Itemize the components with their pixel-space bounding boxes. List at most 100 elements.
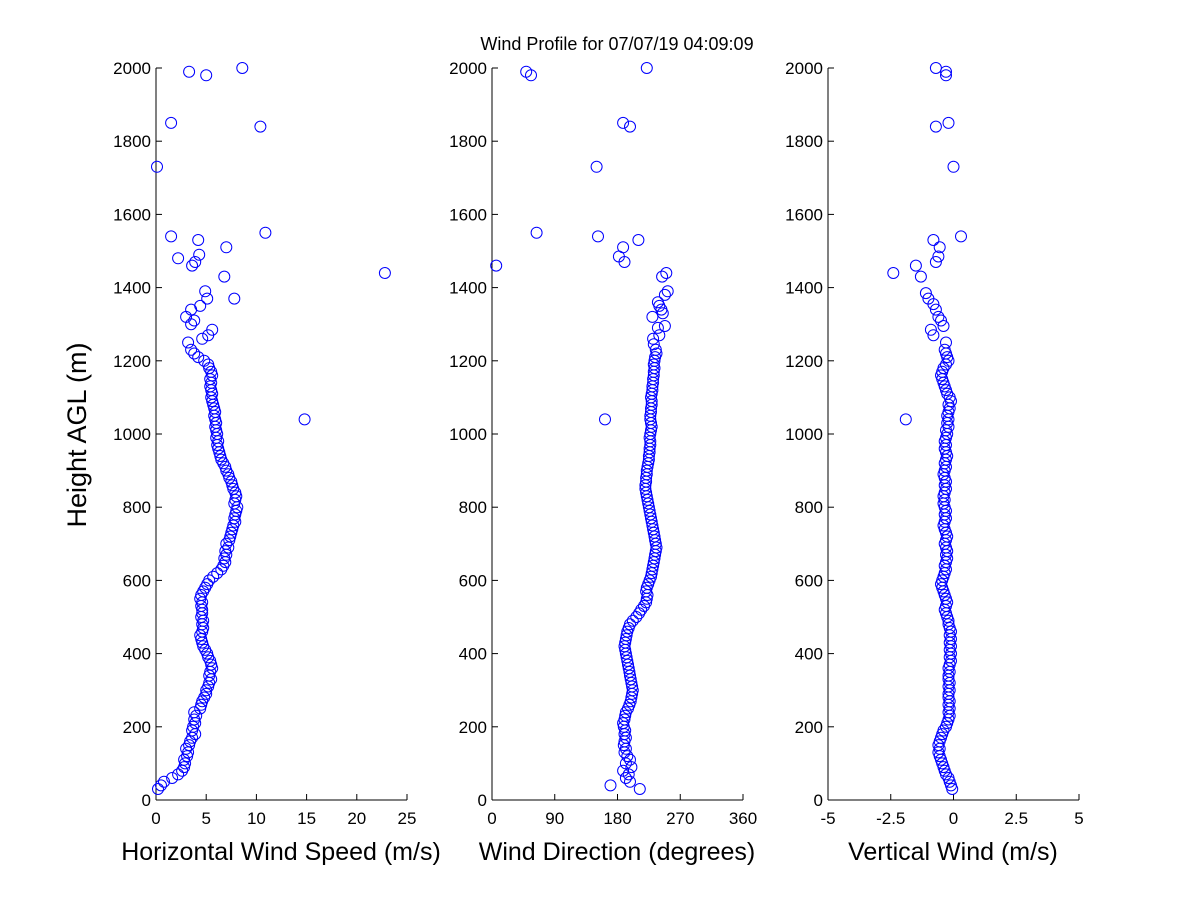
data-point	[937, 362, 950, 375]
data-point	[922, 292, 935, 305]
data-point	[633, 783, 646, 795]
data-point	[647, 332, 660, 345]
data-point	[619, 772, 632, 784]
y-tick-label: 2000	[113, 59, 151, 78]
data-point	[942, 772, 955, 784]
y-tick-label: 800	[123, 498, 151, 517]
y-tick-label: 1600	[113, 205, 151, 224]
data-point	[226, 523, 239, 536]
vertical-wind-panel: Vertical Wind (m/s) 0 200 400 600 800 1000 120…	[785, 59, 1084, 866]
data-point	[617, 241, 630, 254]
data-point	[155, 779, 167, 792]
data-point	[626, 614, 639, 627]
data-point	[205, 658, 218, 671]
y-tick-label: 400	[795, 645, 823, 664]
data-point	[192, 351, 205, 364]
data-point	[590, 160, 603, 173]
data-point	[186, 724, 199, 737]
data-point	[929, 120, 942, 133]
data-point	[210, 417, 223, 429]
data-point	[180, 742, 193, 755]
x-tick-label: -5	[820, 809, 835, 828]
data-point	[490, 259, 503, 272]
data-point	[205, 376, 218, 389]
y-tick-label: 1800	[785, 132, 823, 151]
y-tick-label: 1600	[449, 205, 487, 224]
y-tick-label: 1200	[785, 352, 823, 371]
x-tick-label: 2.5	[1004, 809, 1028, 828]
data-point	[942, 398, 955, 411]
data-point	[927, 329, 940, 342]
data-point	[656, 270, 669, 283]
data-point	[165, 230, 178, 243]
data-point	[179, 757, 192, 770]
data-point	[202, 680, 215, 693]
data-point	[651, 321, 664, 334]
data-point	[218, 270, 231, 283]
data-point	[927, 234, 940, 246]
data-point	[937, 320, 950, 332]
data-point	[189, 256, 202, 268]
y-tick-label: 600	[795, 571, 823, 590]
y-tick-label: 1800	[449, 132, 487, 151]
data-point	[208, 402, 221, 415]
data-point	[919, 287, 932, 300]
y-tick-label: 1400	[785, 279, 823, 298]
x-tick-label: 270	[666, 809, 694, 828]
data-point	[632, 234, 645, 246]
data-point	[196, 332, 209, 345]
data-point	[158, 775, 170, 788]
data-point	[646, 310, 659, 323]
wind-direction-panel: Wind Direction (degrees) 0 200 400 600 800 10…	[449, 59, 757, 866]
data-point	[182, 336, 195, 349]
data-point	[207, 570, 220, 583]
data-point	[658, 320, 671, 332]
data-point	[909, 259, 922, 272]
data-point	[525, 69, 537, 82]
data-point	[621, 750, 634, 763]
data-point	[638, 600, 650, 612]
x-tick-label: 20	[347, 809, 366, 828]
y-tick-label: 800	[795, 498, 823, 517]
data-point	[236, 62, 249, 74]
data-point	[932, 310, 945, 323]
data-point	[206, 387, 219, 400]
y-axis-label-height: Height AGL (m)	[62, 342, 92, 527]
data-point	[188, 706, 201, 719]
data-point	[228, 497, 241, 510]
data-point	[935, 314, 947, 327]
y-tick-label: 1200	[449, 352, 487, 371]
data-point	[195, 633, 208, 645]
data-point	[298, 413, 311, 426]
y-tick-label: 0	[142, 791, 151, 810]
x-tick-label: 15	[297, 809, 316, 828]
data-point	[203, 574, 216, 587]
y-tick-label: 200	[123, 718, 151, 737]
data-point	[185, 318, 198, 331]
data-point	[624, 120, 636, 133]
y-tick-label: 0	[478, 791, 487, 810]
data-point	[640, 585, 653, 598]
data-point	[924, 323, 937, 336]
data-point	[194, 592, 207, 605]
y-tick-label: 0	[814, 791, 823, 810]
x-tick-label: 25	[398, 809, 417, 828]
data-point	[661, 285, 674, 298]
data-point	[942, 116, 955, 129]
data-point	[938, 343, 951, 356]
x-axis-label-direction: Wind Direction (degrees)	[479, 838, 756, 866]
data-point	[194, 299, 207, 312]
x-tick-label: 0	[151, 809, 160, 828]
data-point	[225, 526, 238, 539]
y-tick-label: 1000	[785, 425, 823, 444]
data-point	[172, 768, 185, 781]
data-point	[530, 226, 543, 239]
data-point	[165, 116, 178, 129]
x-tick-label: 5	[201, 809, 210, 828]
y-tick-label: 800	[459, 498, 487, 517]
x-tick-label: -2.5	[876, 809, 905, 828]
data-point	[202, 358, 215, 371]
data-point	[932, 250, 945, 263]
data-point	[151, 160, 163, 173]
